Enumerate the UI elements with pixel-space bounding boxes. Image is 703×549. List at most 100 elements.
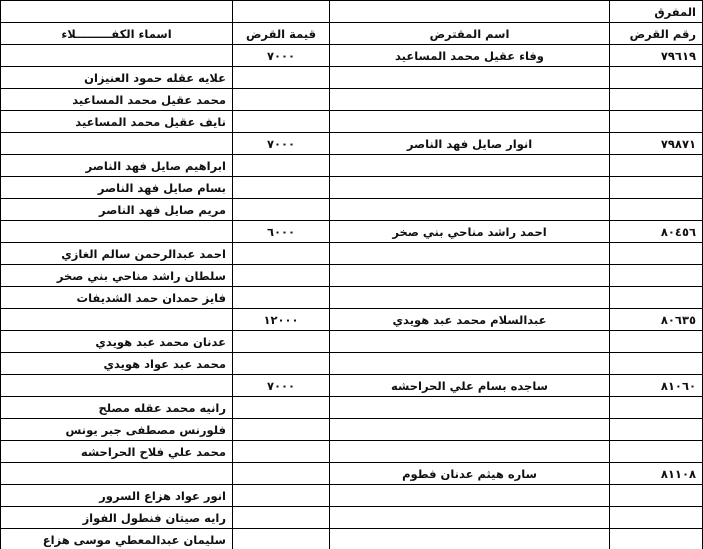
cell	[232, 286, 330, 309]
table-row: مريم صايل فهد الناصر	[0, 198, 703, 221]
cell	[0, 44, 233, 67]
cell	[232, 440, 330, 463]
cell	[232, 396, 330, 419]
cell	[329, 330, 610, 353]
cell	[609, 110, 703, 133]
cell	[232, 66, 330, 89]
loan-number: ٨٠٦٣٥	[609, 308, 703, 331]
cell	[609, 242, 703, 265]
table-row: ٨٠٦٣٥ عبدالسلام محمد عبد هويدي ١٢٠٠٠	[0, 308, 703, 331]
cell	[0, 0, 233, 23]
guarantor-name: انور عواد هزاع السرور	[0, 484, 233, 507]
cell	[329, 154, 610, 177]
cell	[609, 528, 703, 549]
cell	[609, 198, 703, 221]
cell	[609, 264, 703, 287]
cell	[329, 418, 610, 441]
guarantor-name: علايه عقله حمود العنيزان	[0, 66, 233, 89]
cell	[0, 220, 233, 243]
borrower-name: ساجده بسام علي الحراحشه	[329, 374, 610, 397]
table-row: محمد عبد عواد هويدي	[0, 352, 703, 375]
cell	[232, 88, 330, 111]
loan-amount: ٦٠٠٠	[232, 220, 330, 243]
guarantor-name: سلطان راشد مناحي بني صخر	[0, 264, 233, 287]
table-row: ٧٩٨٧١ انوار صايل فهد الناصر ٧٠٠٠	[0, 132, 703, 155]
cell	[609, 154, 703, 177]
cell	[609, 396, 703, 419]
table-row: محمد علي فلاح الحراحشه	[0, 440, 703, 463]
table-row: ابراهيم صايل فهد الناصر	[0, 154, 703, 177]
cell	[609, 484, 703, 507]
borrower-name: وفاء عقيل محمد المساعيد	[329, 44, 610, 67]
cell	[609, 506, 703, 529]
cell	[232, 176, 330, 199]
column-header: اسم المقترض	[329, 22, 610, 45]
cell	[232, 264, 330, 287]
column-header: رقم القرض	[609, 22, 703, 45]
loan-number: ٨١١٠٨	[609, 462, 703, 485]
cell	[329, 264, 610, 287]
cell	[232, 462, 330, 485]
cell	[329, 506, 610, 529]
cell	[232, 352, 330, 375]
guarantor-name: فايز حمدان حمد الشديفات	[0, 286, 233, 309]
cell	[232, 528, 330, 549]
region: المفرق	[609, 0, 703, 23]
guarantor-name: بسام صايل فهد الناصر	[0, 176, 233, 199]
cell	[232, 506, 330, 529]
guarantor-name: رانيه محمد عقله مصلح	[0, 396, 233, 419]
table-row: انور عواد هزاع السرور	[0, 484, 703, 507]
cell	[609, 66, 703, 89]
guarantor-name: محمد عقيل محمد المساعيد	[0, 88, 233, 111]
borrower-name: ساره هيثم عدنان فطوم	[329, 462, 610, 485]
loan-number: ٨١٠٦٠	[609, 374, 703, 397]
table-row: سليمان عبدالمعطي موسى هزاع	[0, 528, 703, 549]
guarantor-name: سليمان عبدالمعطي موسى هزاع	[0, 528, 233, 549]
table-row: نايف عقيل محمد المساعيد	[0, 110, 703, 133]
cell	[329, 198, 610, 221]
guarantor-name: محمد علي فلاح الحراحشه	[0, 440, 233, 463]
column-header: قيمة القرض	[232, 22, 330, 45]
borrower-name: عبدالسلام محمد عبد هويدي	[329, 308, 610, 331]
cell	[329, 88, 610, 111]
cell	[609, 440, 703, 463]
table-row: فلورنس مصطفى جبر يونس	[0, 418, 703, 441]
header-row: رقم القرض اسم المقترض قيمة القرض اسماء ا…	[0, 22, 703, 45]
guarantor-name: فلورنس مصطفى جبر يونس	[0, 418, 233, 441]
guarantor-name: نايف عقيل محمد المساعيد	[0, 110, 233, 133]
borrower-name: احمد راشد مناحي بني صخر	[329, 220, 610, 243]
cell	[0, 132, 233, 155]
cell	[329, 66, 610, 89]
guarantor-name: محمد عبد عواد هويدي	[0, 352, 233, 375]
cell	[329, 484, 610, 507]
table-row: محمد عقيل محمد المساعيد	[0, 88, 703, 111]
cell	[609, 418, 703, 441]
cell	[0, 462, 233, 485]
table-row: احمد عبدالرحمن سالم الغازي	[0, 242, 703, 265]
loan-amount: ٧٠٠٠	[232, 374, 330, 397]
cell	[329, 110, 610, 133]
cell	[329, 440, 610, 463]
loan-amount: ٧٠٠٠	[232, 132, 330, 155]
loan-amount: ٧٠٠٠	[232, 44, 330, 67]
table-row: علايه عقله حمود العنيزان	[0, 66, 703, 89]
table-row: ٧٩٦١٩ وفاء عقيل محمد المساعيد ٧٠٠٠	[0, 44, 703, 67]
table-row: ٨١٠٦٠ ساجده بسام علي الحراحشه ٧٠٠٠	[0, 374, 703, 397]
guarantor-name: ابراهيم صايل فهد الناصر	[0, 154, 233, 177]
guarantor-name: مريم صايل فهد الناصر	[0, 198, 233, 221]
cell	[0, 308, 233, 331]
cell	[232, 330, 330, 353]
loan-amount: ١٢٠٠٠	[232, 308, 330, 331]
cell	[232, 418, 330, 441]
cell	[232, 242, 330, 265]
cell	[329, 176, 610, 199]
region-row: المفرق	[0, 0, 703, 23]
cell	[329, 528, 610, 549]
table-row: ٨١١٠٨ ساره هيثم عدنان فطوم	[0, 462, 703, 485]
cell	[232, 484, 330, 507]
borrower-name: انوار صايل فهد الناصر	[329, 132, 610, 155]
table-row: رايه صيتان فنطول الفواز	[0, 506, 703, 529]
cell	[329, 396, 610, 419]
